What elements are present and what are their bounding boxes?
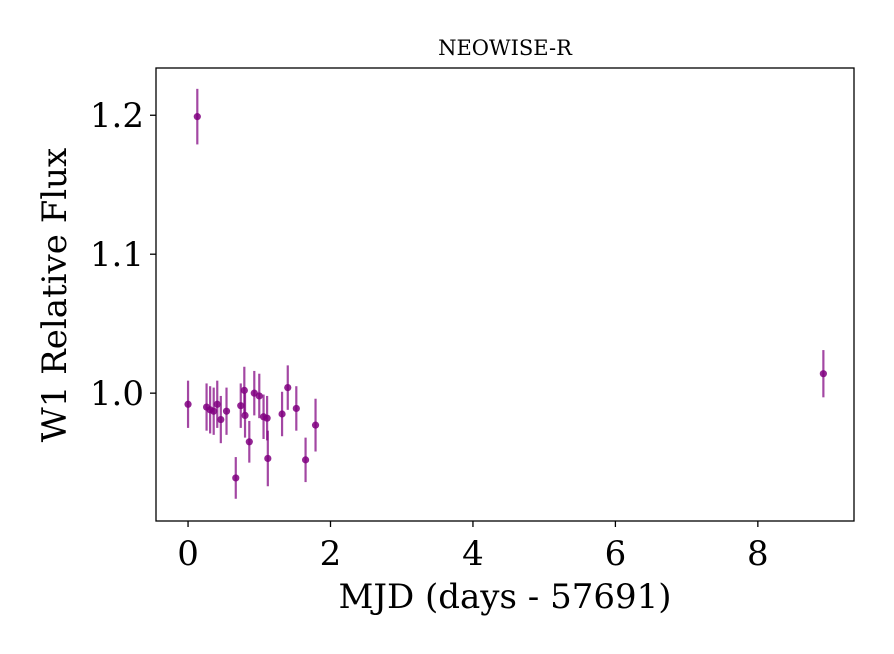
y-tick-label: 1.2: [90, 96, 144, 136]
y-axis-label: W1 Relative Flux: [35, 148, 75, 442]
data-point: [210, 407, 218, 415]
x-tick-label: 0: [177, 534, 199, 574]
points-layer: [184, 88, 827, 499]
x-tick-label: 2: [320, 534, 342, 574]
data-point: [292, 404, 300, 413]
x-tick-label: 6: [605, 534, 627, 574]
data-point: [217, 415, 225, 424]
data-point: [819, 370, 827, 378]
plot-frame: [155, 67, 855, 522]
data-point: [237, 402, 245, 410]
x-axis-label: MJD (days - 57691): [339, 577, 672, 617]
x-tick-label: 4: [462, 534, 484, 574]
data-point: [278, 410, 286, 418]
chart-title: NEOWISE-R: [438, 36, 573, 60]
data-point: [245, 438, 253, 446]
y-tick-label: 1.0: [90, 374, 144, 414]
data-point: [255, 392, 263, 400]
y-tick-label: 1.1: [90, 235, 144, 275]
data-point: [184, 400, 192, 408]
ticks-layer: 0 2 4 6 8 1.0 1.1 1.2: [90, 96, 769, 574]
data-point: [241, 411, 249, 419]
data-point: [193, 113, 201, 121]
data-point: [301, 456, 310, 464]
data-point: [264, 454, 272, 463]
data-point: [240, 386, 248, 394]
data-point: [284, 384, 292, 392]
data-point: [232, 474, 240, 482]
x-tick-label: 8: [747, 534, 769, 574]
data-point: [213, 400, 221, 408]
data-point: [263, 414, 271, 422]
data-point: [311, 421, 320, 429]
data-point: [222, 407, 231, 415]
